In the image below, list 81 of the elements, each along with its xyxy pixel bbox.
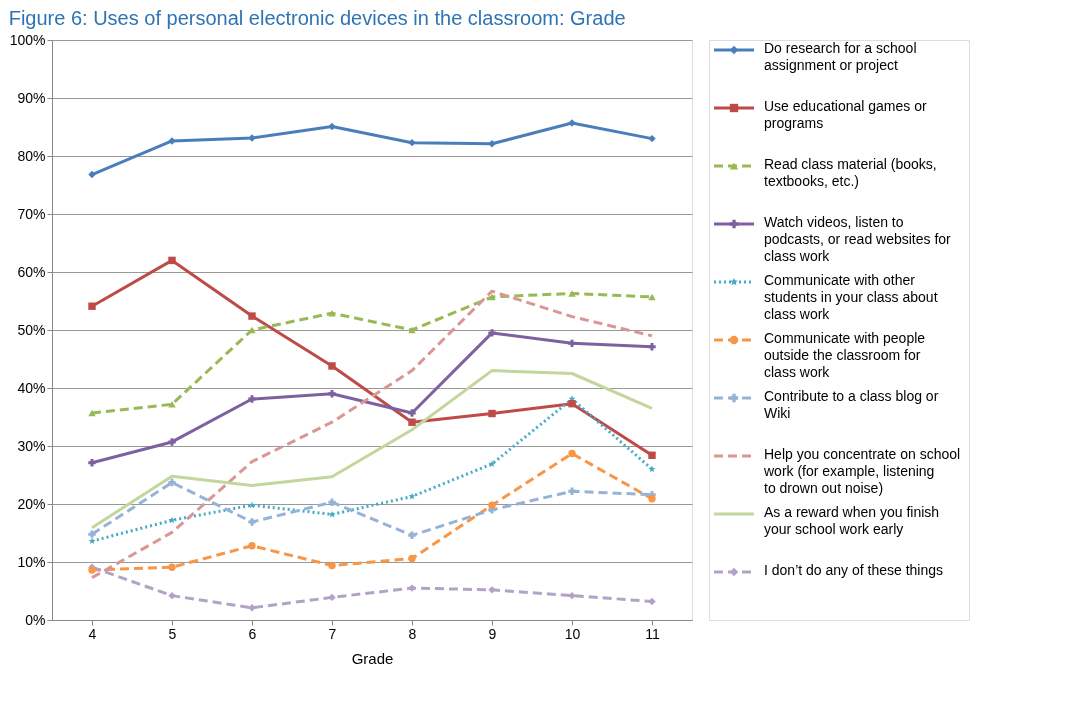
y-tick-label: 100% <box>9 31 46 48</box>
point <box>568 591 576 600</box>
point <box>248 518 256 526</box>
y-tick-label: 20% <box>17 495 46 512</box>
point <box>168 438 176 446</box>
point <box>408 138 416 147</box>
point <box>408 418 416 426</box>
point <box>88 302 96 310</box>
x-tick-label: 10 <box>564 625 581 642</box>
x-tick-label: 4 <box>88 625 97 642</box>
point <box>88 409 96 417</box>
point <box>648 134 656 143</box>
point <box>328 498 336 506</box>
legend-label: Communicate with people outside the classroom for class work <box>764 330 926 380</box>
point <box>88 170 96 179</box>
point <box>408 492 416 500</box>
point <box>648 495 656 503</box>
legend-label: Use educational games or programs <box>764 98 927 131</box>
y-tick-label: 50% <box>17 321 46 338</box>
point <box>168 591 176 600</box>
point <box>168 256 176 265</box>
point <box>248 501 256 509</box>
y-tick-label: 10% <box>17 553 46 570</box>
y-tick-label: 90% <box>17 89 46 106</box>
point <box>328 510 336 518</box>
y-tick-label: 70% <box>17 205 46 222</box>
legend-label: Watch videos, listen to podcasts, or read websites for class work <box>764 214 952 264</box>
y-tick-label: 80% <box>17 147 46 164</box>
point <box>328 390 336 398</box>
point <box>648 451 656 459</box>
point <box>408 554 416 563</box>
x-tick-label: 7 <box>328 625 337 642</box>
point <box>568 449 576 458</box>
point <box>408 531 416 540</box>
line-series <box>90 369 654 530</box>
line-series <box>90 289 654 580</box>
point <box>328 362 336 370</box>
chart-title: Figure 6: Uses of personal electronic devices in the classroom: Grade <box>8 6 626 29</box>
x-tick-label: 9 <box>488 625 497 642</box>
point <box>168 563 176 571</box>
x-axis-title: Grade <box>351 649 394 667</box>
y-tick-label: 60% <box>17 263 46 280</box>
point <box>648 293 656 301</box>
y-tick-label: 40% <box>17 379 46 396</box>
x-tick-label: 5 <box>168 625 177 642</box>
point <box>328 561 336 570</box>
y-tick-label: 0% <box>25 611 46 628</box>
point <box>648 597 656 606</box>
point <box>488 293 496 301</box>
point <box>248 542 256 550</box>
point <box>488 329 496 337</box>
legend-label: As a reward when you finish your school work early <box>764 504 940 537</box>
point <box>648 343 656 351</box>
point <box>88 459 96 467</box>
point <box>328 593 336 602</box>
point <box>488 501 496 509</box>
point <box>488 409 496 418</box>
x-tick-label: 11 <box>645 625 660 642</box>
point <box>408 326 416 334</box>
point <box>408 409 416 417</box>
point <box>168 516 176 524</box>
point <box>88 537 96 545</box>
x-tick-label: 6 <box>248 625 257 642</box>
point <box>248 312 256 320</box>
point <box>328 122 336 131</box>
y-tick-label: 30% <box>17 437 46 454</box>
point <box>568 339 576 348</box>
point <box>568 487 576 495</box>
legend-label: Communicate with other students in your class about class work <box>764 272 938 322</box>
x-tick-label: 8 <box>408 625 417 642</box>
point <box>248 395 256 403</box>
point <box>168 478 176 487</box>
legend-label: Contribute to a class blog or Wiki <box>764 388 939 421</box>
legend-label: Do research for a school assignment or project <box>764 40 917 73</box>
legend-label: I don’t do any of these things <box>764 562 944 578</box>
point <box>568 290 576 297</box>
point <box>648 465 656 473</box>
point <box>568 399 576 408</box>
legend-label: Help you concentrate on school work (for example, listening to drown out noise) <box>763 446 961 496</box>
legend-label: Read class material (books, textbooks, etc.) <box>764 156 937 189</box>
point <box>88 530 96 538</box>
